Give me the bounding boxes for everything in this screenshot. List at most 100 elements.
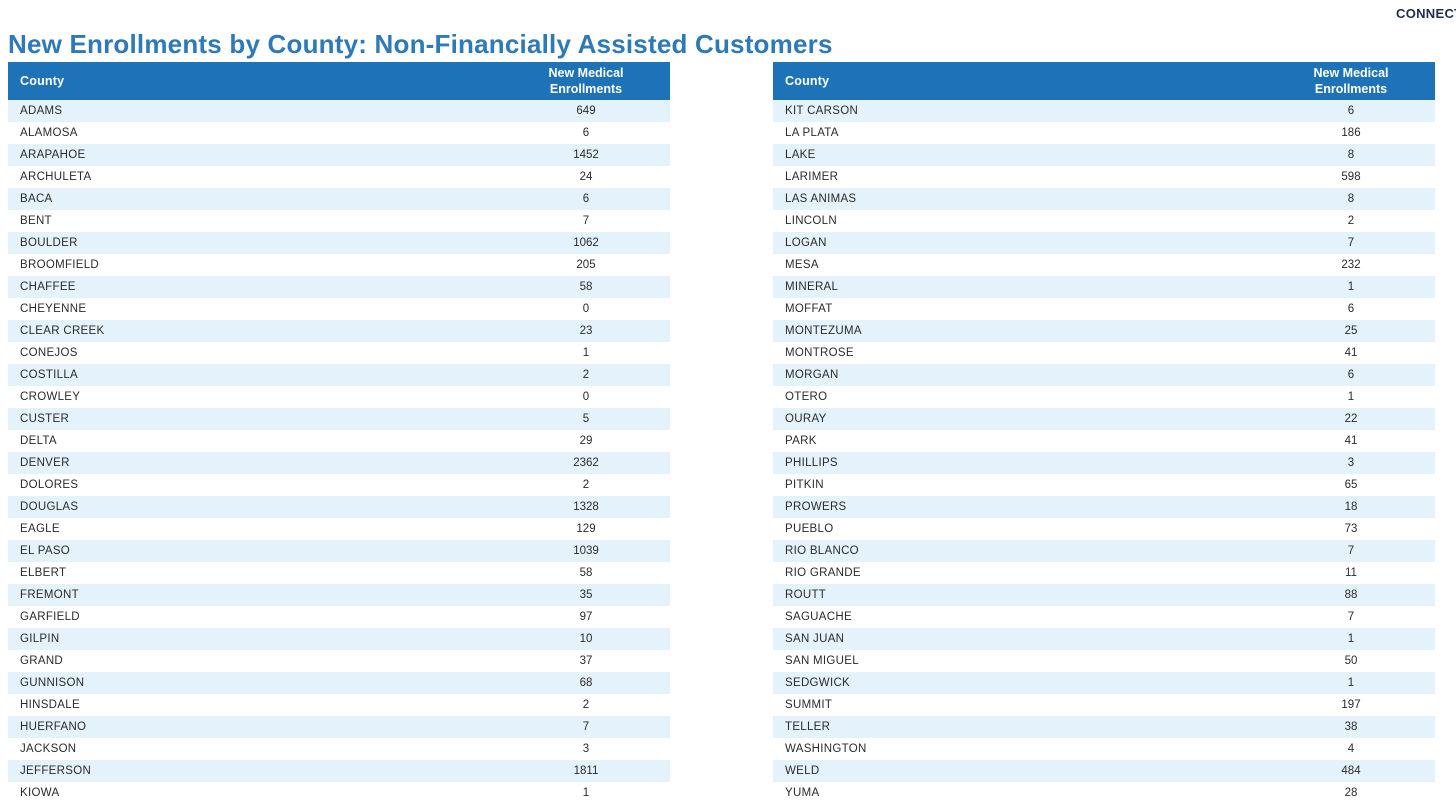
- enrollments-cell: 2: [582, 699, 590, 711]
- enrollments-cell: 10: [579, 633, 593, 645]
- enrollments-cell: 649: [576, 105, 596, 117]
- enrollments-cell: 205: [576, 259, 596, 271]
- county-cell: YUMA: [785, 787, 820, 799]
- enrollments-cell: 25: [1344, 325, 1358, 337]
- county-cell: KIOWA: [20, 787, 60, 799]
- table-row: PARK 41: [773, 430, 1435, 452]
- table-row: GUNNISON 68: [8, 672, 670, 694]
- enrollments-cell: 6: [1347, 303, 1355, 315]
- table-row: BACA 6: [8, 188, 670, 210]
- enrollments-cell: 2: [582, 369, 590, 381]
- table-row: COSTILLA 2: [8, 364, 670, 386]
- table-row: ELBERT 58: [8, 562, 670, 584]
- enrollments-cell: 8: [1347, 193, 1355, 205]
- table-row: BENT 7: [8, 210, 670, 232]
- county-cell: RIO GRANDE: [785, 567, 861, 579]
- county-cell: PROWERS: [785, 501, 847, 513]
- county-cell: DENVER: [20, 457, 70, 469]
- county-cell: FREMONT: [20, 589, 79, 601]
- enrollments-cell: 1452: [573, 149, 599, 161]
- enrollments-cell: 598: [1341, 171, 1361, 183]
- county-cell: GRAND: [20, 655, 64, 667]
- table-row: MINERAL 1: [773, 276, 1435, 298]
- county-cell: DOLORES: [20, 479, 79, 491]
- table-row: RIO BLANCO 7: [773, 540, 1435, 562]
- enrollments-cell: 1: [1347, 677, 1355, 689]
- table-row: LOGAN 7: [773, 232, 1435, 254]
- county-cell: OTERO: [785, 391, 828, 403]
- county-cell: MOFFAT: [785, 303, 833, 315]
- enrollments-cell: 1328: [573, 501, 599, 513]
- county-cell: CLEAR CREEK: [20, 325, 105, 337]
- county-cell: WASHINGTON: [785, 743, 867, 755]
- table-row: YUMA 28: [773, 782, 1435, 804]
- enrollments-cell: 22: [1344, 413, 1358, 425]
- enrollments-cell: 0: [582, 391, 590, 403]
- county-cell: LINCOLN: [785, 215, 837, 227]
- table-row: LA PLATA 186: [773, 122, 1435, 144]
- enrollments-cell: 0: [582, 303, 590, 315]
- county-cell: EAGLE: [20, 523, 60, 535]
- enrollments-cell: 484: [1341, 765, 1361, 777]
- enrollments-table-right: County New Medical Enrollments KIT CARSO…: [773, 62, 1435, 804]
- table-row: SAGUACHE 7: [773, 606, 1435, 628]
- table-row: ARAPAHOE 1452: [8, 144, 670, 166]
- enrollments-cell: 2: [1347, 215, 1355, 227]
- logo-wordmark: CONNECT: [1396, 6, 1456, 21]
- table-row: CHAFFEE 58: [8, 276, 670, 298]
- county-cell: MORGAN: [785, 369, 839, 381]
- enrollments-cell: 2: [582, 479, 590, 491]
- county-cell: SAGUACHE: [785, 611, 852, 623]
- enrollments-cell: 68: [579, 677, 593, 689]
- enrollments-cell: 38: [1344, 721, 1358, 733]
- enrollments-cell: 41: [1344, 435, 1358, 447]
- county-cell: CHEYENNE: [20, 303, 87, 315]
- county-cell: LAS ANIMAS: [785, 193, 857, 205]
- connect-for-health-logo: CONNECTforH: [1396, 6, 1456, 22]
- enrollments-cell: 28: [1344, 787, 1358, 799]
- county-cell: EL PASO: [20, 545, 71, 557]
- table-row: ALAMOSA 6: [8, 122, 670, 144]
- table-row: CLEAR CREEK 23: [8, 320, 670, 342]
- enrollments-cell: 58: [579, 567, 593, 579]
- table-row: CUSTER 5: [8, 408, 670, 430]
- table-row: OTERO 1: [773, 386, 1435, 408]
- county-cell: SUMMIT: [785, 699, 833, 711]
- enrollments-cell: 65: [1344, 479, 1358, 491]
- enrollments-cell: 1811: [573, 765, 599, 777]
- table-row: ARCHULETA 24: [8, 166, 670, 188]
- county-cell: RIO BLANCO: [785, 545, 859, 557]
- table-row: PROWERS 18: [773, 496, 1435, 518]
- county-cell: ARAPAHOE: [20, 149, 86, 161]
- county-cell: JEFFERSON: [20, 765, 92, 777]
- county-cell: LAKE: [785, 149, 816, 161]
- table-row: GARFIELD 97: [8, 606, 670, 628]
- table-row: DELTA 29: [8, 430, 670, 452]
- table-row: DOLORES 2: [8, 474, 670, 496]
- enrollments-cell: 37: [579, 655, 593, 667]
- county-cell: LOGAN: [785, 237, 827, 249]
- table-row: DENVER 2362: [8, 452, 670, 474]
- table-row: GILPIN 10: [8, 628, 670, 650]
- table-row: ROUTT 88: [773, 584, 1435, 606]
- enrollments-cell: 11: [1345, 567, 1357, 579]
- enrollments-cell: 232: [1341, 259, 1361, 271]
- table-header: County New Medical Enrollments: [8, 62, 670, 100]
- county-cell: ALAMOSA: [20, 127, 78, 139]
- enrollments-cell: 1: [582, 347, 590, 359]
- table-row: PHILLIPS 3: [773, 452, 1435, 474]
- county-cell: BACA: [20, 193, 53, 205]
- enrollments-table-left: County New Medical Enrollments ADAMS 649 A…: [8, 62, 670, 804]
- table-row: CROWLEY 0: [8, 386, 670, 408]
- enrollments-cell: 6: [582, 127, 590, 139]
- enrollments-cell: 6: [1347, 369, 1355, 381]
- enrollments-cell: 1062: [573, 237, 599, 249]
- table-row: WELD 484: [773, 760, 1435, 782]
- county-cell: CUSTER: [20, 413, 70, 425]
- county-cell: CROWLEY: [20, 391, 81, 403]
- enrollments-cell: 7: [582, 721, 590, 733]
- table-row: WASHINGTON 4: [773, 738, 1435, 760]
- enrollments-cell: 88: [1344, 589, 1358, 601]
- county-cell: BENT: [20, 215, 52, 227]
- table-row: MONTROSE 41: [773, 342, 1435, 364]
